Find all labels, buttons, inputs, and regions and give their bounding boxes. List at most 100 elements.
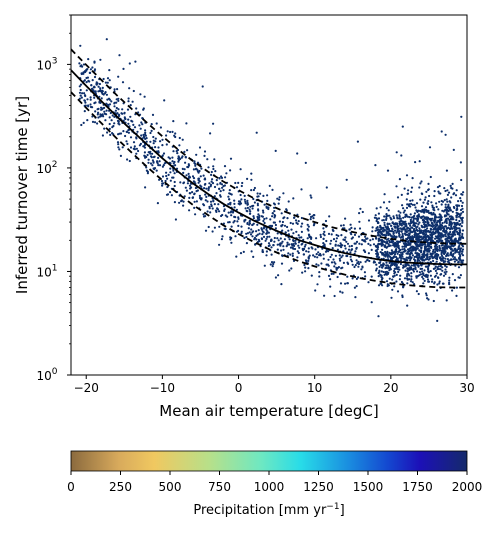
scatter-point <box>176 152 179 155</box>
scatter-point <box>330 261 334 264</box>
scatter-point <box>142 108 145 111</box>
scatter-point <box>228 221 231 224</box>
scatter-point <box>309 215 313 219</box>
scatter-point <box>461 248 465 251</box>
scatter-point <box>420 246 423 249</box>
scatter-point <box>147 158 150 161</box>
scatter-point <box>184 156 187 159</box>
scatter-point <box>333 265 336 268</box>
scatter-point <box>313 255 316 258</box>
scatter-point <box>461 254 465 257</box>
scatter-point <box>142 133 145 136</box>
scatter-point <box>333 261 336 264</box>
scatter-point <box>458 234 461 237</box>
scatter-point <box>116 141 120 144</box>
scatter-point <box>211 182 215 185</box>
scatter-point <box>381 229 384 233</box>
scatter-point <box>155 122 158 125</box>
scatter-point <box>211 178 214 181</box>
scatter-point <box>93 121 97 124</box>
scatter-point <box>166 130 169 133</box>
scatter-point <box>401 295 404 299</box>
scatter-point <box>344 217 347 220</box>
scatter-point <box>459 274 462 277</box>
scatter-point <box>398 233 401 236</box>
scatter-point <box>332 229 335 232</box>
scatter-point <box>79 83 83 86</box>
scatter-point <box>436 235 439 238</box>
scatter-point <box>273 210 276 213</box>
scatter-point <box>158 178 161 181</box>
scatter-point <box>382 201 386 204</box>
scatter-point <box>443 231 446 234</box>
scatter-point <box>296 256 299 259</box>
scatter-point <box>458 244 461 247</box>
scatter-point <box>186 149 189 152</box>
scatter-point <box>213 203 216 206</box>
scatter-point <box>385 215 388 218</box>
scatter-point <box>91 106 94 109</box>
scatter-point <box>323 243 326 246</box>
scatter-point <box>426 274 429 277</box>
scatter-point <box>82 121 85 124</box>
scatter-point <box>325 239 328 243</box>
scatter-point <box>461 261 464 264</box>
scatter-point <box>418 271 421 274</box>
scatter-point <box>304 270 307 273</box>
scatter-point <box>326 263 329 266</box>
scatter-point <box>427 250 431 253</box>
scatter-point <box>447 259 450 263</box>
scatter-point <box>315 263 318 266</box>
scatter-point <box>448 223 451 226</box>
scatter-point <box>418 238 421 242</box>
scatter-point <box>426 297 429 300</box>
scatter-point <box>406 252 409 255</box>
scatter-point <box>161 144 164 147</box>
scatter-point <box>448 276 451 279</box>
scatter-point <box>274 276 277 279</box>
scatter-point <box>179 181 182 184</box>
scatter-point <box>364 250 367 254</box>
scatter-point <box>387 231 390 234</box>
scatter-point <box>268 244 271 247</box>
scatter-point <box>403 232 406 235</box>
scatter-point <box>355 285 358 288</box>
scatter-point <box>434 250 437 253</box>
scatter-point <box>401 125 404 128</box>
scatter-point <box>86 76 89 79</box>
scatter-point <box>125 140 128 143</box>
colorbar-tick-label: 1250 <box>303 480 334 494</box>
scatter-point <box>195 153 198 156</box>
scatter-point <box>118 148 121 151</box>
scatter-point <box>399 262 402 266</box>
scatter-point <box>452 240 455 243</box>
scatter-point <box>339 282 343 285</box>
scatter-point <box>276 232 279 235</box>
scatter-point <box>83 99 86 102</box>
scatter-point <box>237 229 240 232</box>
scatter-point <box>444 264 447 267</box>
scatter-point <box>78 62 81 65</box>
scatter-point <box>91 79 94 82</box>
scatter-point <box>393 222 397 225</box>
scatter-point <box>413 227 416 231</box>
scatter-point <box>156 202 159 205</box>
scatter-point <box>207 187 210 190</box>
scatter-point <box>425 233 428 236</box>
scatter-point <box>186 182 189 185</box>
scatter-point <box>283 238 286 241</box>
scatter-point <box>418 244 421 247</box>
scatter-point <box>223 227 226 230</box>
scatter-point <box>350 249 353 252</box>
scatter-point <box>281 240 284 243</box>
scatter-point <box>111 114 114 117</box>
scatter-point <box>281 254 284 258</box>
scatter-point <box>294 219 298 222</box>
scatter-point <box>262 227 265 230</box>
scatter-point <box>413 229 416 232</box>
scatter-point <box>166 193 170 196</box>
scatter-point <box>446 245 449 249</box>
scatter-point <box>335 267 338 270</box>
scatter-point <box>438 192 441 195</box>
scatter-point <box>245 242 248 245</box>
